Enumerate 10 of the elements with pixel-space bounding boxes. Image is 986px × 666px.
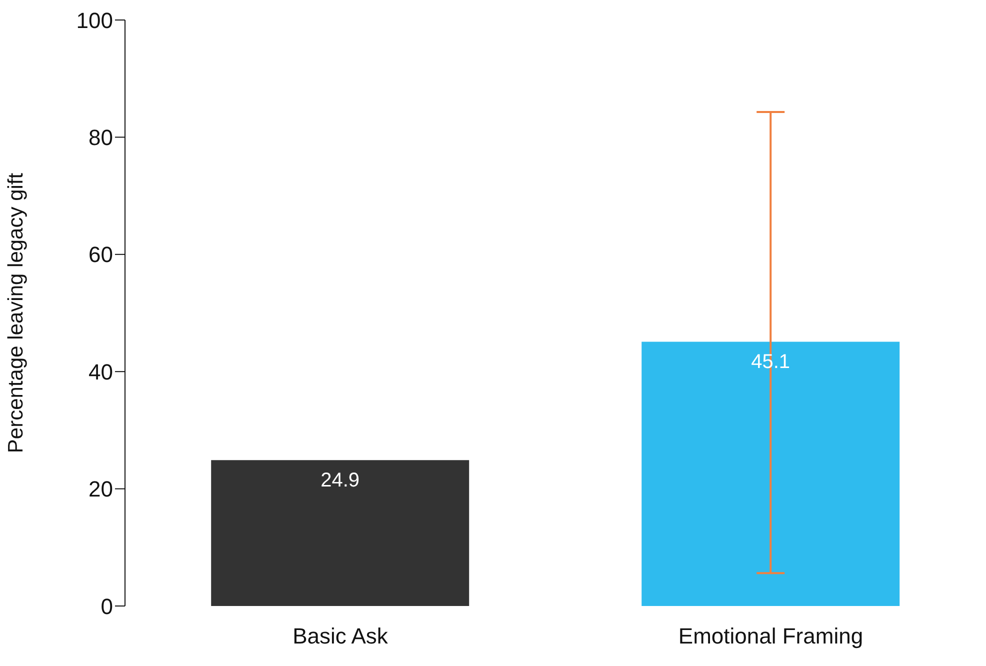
- x-tick-label: Basic Ask: [292, 624, 389, 649]
- y-tick-label: 60: [88, 242, 113, 268]
- y-tick-label: 100: [76, 8, 113, 33]
- y-tick-label: 80: [88, 125, 113, 150]
- y-axis-title: Percentage leaving legacy gift: [4, 172, 28, 454]
- y-tick-label: 40: [88, 359, 113, 384]
- x-tick-label: Emotional Framing: [678, 624, 864, 649]
- data-label: 24.9: [320, 469, 360, 492]
- y-tick-label: 20: [88, 476, 113, 502]
- y-tick-label: 0: [100, 594, 113, 619]
